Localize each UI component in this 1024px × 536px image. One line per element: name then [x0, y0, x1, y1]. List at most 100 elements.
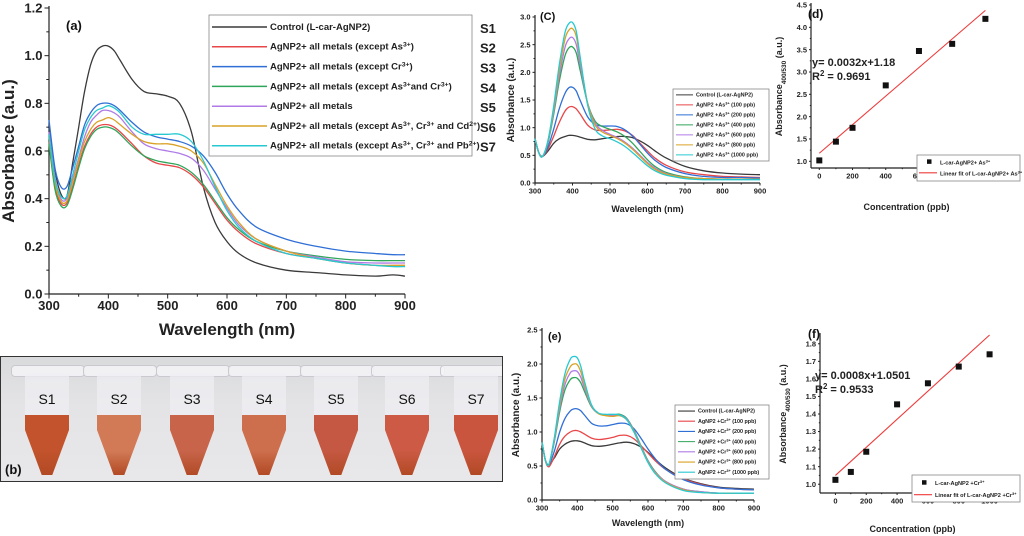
legend-entry: AgNP2 +As3+ (400 ppb) [696, 120, 755, 129]
legend-entry: AgNP2 +As3+ (1000 ppb) [696, 150, 758, 159]
sample-tube-s1: S1 [11, 365, 85, 477]
sample-tube-s6: S6 [371, 365, 445, 477]
y-tick-label: 0.5 [527, 462, 537, 471]
x-tick-label: 400 [97, 298, 119, 313]
series-line-6 [48, 116, 405, 267]
x-tick-label: 900 [754, 187, 767, 196]
y-tick-label: 1.4 [806, 410, 817, 419]
legend-entry: AgNP2 +Cr3+ (600 ppb) [698, 447, 756, 456]
data-point [847, 468, 854, 475]
sample-tube-s2: S2 [83, 365, 157, 477]
y-tick-label: 1.2 [24, 1, 42, 16]
y-tick-label: 1.3 [806, 427, 816, 436]
y-tick-label: 1.8 [806, 339, 816, 348]
panel-label-c: (C) [540, 11, 556, 23]
y-tick-label: 1.0 [806, 480, 816, 489]
photo-panel-b: S1 S2 S3 S4 S5 S6 S7 (b) [0, 356, 503, 482]
legend-entry: Control (L-car-AgNP2) [696, 93, 753, 99]
x-tick-label: 800 [716, 187, 729, 196]
y-tick-label: 2.0 [527, 360, 537, 369]
legend-box [911, 474, 1021, 503]
x-tick-label: 900 [394, 298, 416, 313]
y-tick-label: 1.5 [527, 394, 537, 403]
legend: Control (L-car-AgNP2)AgNP2 +Cr3+ (100 pp… [674, 404, 770, 480]
legend: Control (L-car-AgNP2)AgNP2 +As3+ (100 pp… [672, 88, 770, 162]
x-tick-label: 400 [566, 187, 579, 196]
series-line-7 [541, 355, 754, 494]
x-tick-label: 400 [891, 497, 904, 506]
data-point [924, 380, 931, 387]
panel-label-d: (d) [808, 7, 823, 21]
y-tick-label: 1.6 [806, 375, 816, 384]
legend: L-car-AgNP2 +Cr3+ Linear fit of L-car-AgN… [911, 474, 1021, 503]
legend-entry: Control (L-car-AgNP2) [270, 22, 370, 33]
y-tick-label: 0.8 [24, 96, 42, 111]
x-axis-label: Wavelength (nm) [611, 204, 683, 214]
sample-tag: S3 [480, 60, 496, 75]
x-tick-label: 600 [641, 187, 654, 196]
tube-liquid [385, 415, 429, 475]
fit-line [818, 9, 986, 154]
r-squared: R2 = 0.9533 [815, 382, 874, 397]
legend-entry: AgNP2 +As3+ (200 ppb) [696, 110, 755, 119]
series-line-7 [534, 21, 760, 181]
x-tick-label: 800 [712, 504, 725, 513]
tube-label: S2 [110, 391, 128, 407]
y-tick-label: 3.0 [797, 68, 807, 77]
x-tick-label: 300 [38, 298, 60, 313]
data-point [949, 40, 956, 47]
panel-label-f: (f) [808, 327, 820, 341]
y-tick-label: 1.2 [806, 445, 816, 454]
r-squared: R2 = 0.9691 [812, 69, 871, 84]
y-axis-label: Absorbance400/530 (a.u.) [774, 37, 788, 136]
data-point [863, 448, 870, 455]
data-point [982, 15, 989, 22]
x-axis-label: Concentration (ppb) [864, 202, 950, 212]
series-line-5 [541, 369, 754, 494]
x-axis-label: Wavelength (nm) [159, 320, 295, 339]
y-tick-label: 0.5 [520, 151, 530, 160]
data-point [832, 476, 839, 483]
y-axis-label: Absorbance400/530 (a.u.) [778, 364, 792, 463]
y-tick-label: 1.0 [527, 428, 537, 437]
y-tick-label: 4.0 [797, 23, 807, 32]
tube-liquid [25, 415, 69, 475]
legend-entry: AgNP2+ all metals (except As3+, Cr3+ and… [270, 140, 480, 152]
y-tick-label: 0.0 [520, 179, 530, 188]
x-tick-label: 900 [748, 504, 761, 513]
data-point [915, 47, 922, 54]
chart-panel-c: 300 400 500 600 700 800 900 0.0 0.5 1.0 1.5 2.0 2.5 3… [506, 11, 770, 214]
legend-entry: AgNP2+ all metals [270, 101, 353, 112]
legend-entry: Linear fit of L-car-AgNP2+ As3+ [940, 169, 1023, 178]
legend-entry: L-car-AgNP2 +Cr3+ [935, 479, 985, 488]
x-tick-label: 600 [216, 298, 238, 313]
sample-tag: S5 [480, 100, 496, 115]
sample-tube-s3: S3 [156, 365, 230, 477]
tube-liquid [314, 415, 358, 475]
legend-box [208, 14, 473, 157]
chart-panel-a: 300 400 500 600 700 800 900 0.0 0.2 0.4 0.6 0.8 1.0 1… [0, 1, 497, 339]
y-tick-label: 2.5 [527, 326, 537, 335]
y-tick-label: 4.5 [797, 1, 807, 10]
y-axis-label: Absorbance (a.u.) [506, 58, 517, 142]
tube-label: S6 [398, 391, 416, 407]
legend-box [916, 154, 1021, 182]
y-tick-label: 1.5 [797, 135, 807, 144]
x-tick-label: 200 [860, 497, 873, 506]
sample-tag: S1 [480, 21, 496, 36]
chart-panel-d: 020040060080010001.01.52.02.53.03.54.04.… [774, 1, 1023, 212]
legend-entry: AgNP2 +Cr3+ (1000 ppb) [698, 467, 759, 476]
tube-label: S1 [38, 391, 56, 407]
series-line-7 [48, 105, 406, 268]
legend: L-car-AgNP2+ As3+ Linear fit of L-car-AgN… [916, 154, 1023, 182]
x-axis-label: Concentration (ppb) [870, 524, 956, 534]
legend-entry: AgNP2+ all metals (except Cr3+) [270, 61, 413, 73]
series-line-6 [541, 363, 754, 494]
y-tick-label: 3.0 [520, 13, 530, 22]
x-tick-label: 800 [335, 298, 357, 313]
sample-tube-s4: S4 [228, 365, 302, 477]
x-tick-label: 400 [571, 504, 584, 513]
y-tick-label: 1.0 [24, 48, 42, 63]
legend-entry: AgNP2+ all metals (except As3+) [270, 41, 414, 53]
y-axis-label: Absorbance (a.u.) [0, 79, 18, 223]
